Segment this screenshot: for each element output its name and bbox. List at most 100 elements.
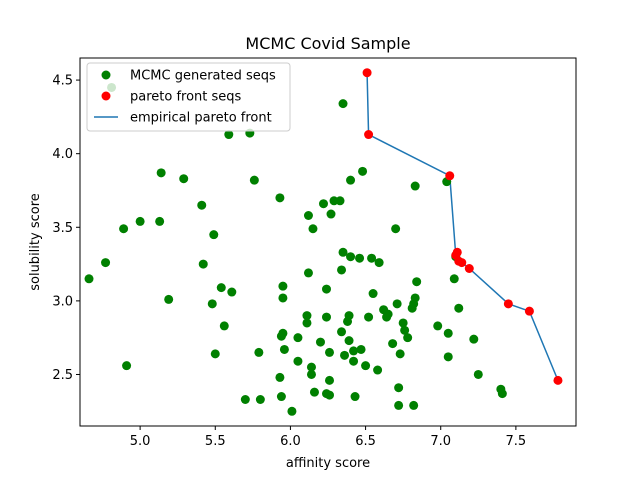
- mcmc-seq-point: [473, 369, 483, 379]
- mcmc-seq-point: [340, 350, 350, 360]
- mcmc-seq-point: [358, 166, 368, 176]
- mcmc-seq-point: [403, 333, 413, 343]
- mcmc-seq-point: [325, 347, 334, 357]
- mcmc-seq-point: [309, 387, 319, 397]
- mcmc-seq-point: [443, 352, 453, 362]
- mcmc-seq-point: [325, 375, 334, 385]
- mcmc-seq-point: [279, 344, 289, 354]
- mcmc-seq-point: [254, 347, 264, 357]
- y-tick-label: 4.5: [52, 74, 73, 89]
- legend-box: [86, 62, 291, 132]
- mcmc-seq-point: [326, 209, 336, 219]
- mcmc-seq-point: [391, 224, 401, 234]
- mcmc-seq-point: [392, 299, 402, 309]
- mcmc-seq-point: [84, 274, 94, 284]
- legend: MCMC generated seqs pareto front seqs empi…: [86, 62, 291, 132]
- mcmc-seq-point: [443, 328, 453, 338]
- x-tick-label: 5.0: [130, 434, 151, 449]
- mcmc-seq-point: [207, 299, 217, 309]
- mcmc-seq-point: [209, 230, 219, 240]
- mcmc-seq-point: [361, 361, 371, 371]
- mcmc-seq-point: [349, 346, 359, 356]
- mcmc-seq-point: [219, 321, 229, 331]
- x-tick-label: 5.5: [205, 434, 226, 449]
- mcmc-seq-point: [315, 337, 325, 347]
- pareto-seq-point: [464, 264, 474, 273]
- pareto-seq-point: [553, 375, 563, 385]
- mcmc-seq-point: [156, 168, 166, 178]
- mcmc-seq-point: [302, 311, 312, 321]
- mcmc-seq-point: [101, 258, 111, 268]
- mcmc-seq-point: [302, 318, 312, 328]
- mcmc-seq-point: [398, 318, 408, 328]
- legend-label: pareto front seqs: [130, 90, 242, 105]
- axes: 5.0 5.5 6.0 6.5 7.0 7.5 2.5 3.0 3.5 4.0 4.5: [52, 57, 577, 449]
- mcmc-seq-point: [344, 311, 354, 321]
- mcmc-seq-point: [469, 334, 479, 344]
- mcmc-seq-point: [227, 287, 237, 297]
- mcmc-seq-point: [433, 321, 443, 331]
- mcmc-seq-point: [293, 333, 303, 343]
- pareto-seq-point: [452, 247, 462, 257]
- mcmc-seq-point: [373, 365, 383, 375]
- mcmc-seq-point: [410, 181, 420, 191]
- mcmc-seq-point: [275, 372, 285, 382]
- x-tick-label: 6.0: [280, 434, 301, 449]
- mcmc-seq-point: [325, 390, 334, 400]
- axes-frame: [79, 57, 577, 427]
- mcmc-seq-point: [224, 130, 234, 140]
- y-axis-label: solubility score: [28, 193, 43, 291]
- mcmc-seq-point: [155, 216, 165, 226]
- x-tick-label: 7.0: [430, 434, 451, 449]
- mcmc-seq-point: [306, 362, 316, 372]
- mcmc-seq-point: [335, 196, 345, 206]
- pareto-seq-point: [362, 68, 372, 78]
- mcmc-seq-point: [337, 327, 347, 337]
- mcmc-seq-point: [356, 344, 366, 354]
- mcmc-seq-point: [388, 339, 398, 349]
- mcmc-seq-point: [410, 293, 420, 303]
- chart-title: MCMC Covid Sample: [245, 34, 410, 53]
- mcmc-seq-point: [412, 277, 422, 287]
- mcmc-seq-point: [344, 336, 354, 346]
- mcmc-seq-point: [179, 174, 189, 184]
- mcmc-seq-point: [287, 406, 297, 416]
- mcmc-seq-point: [383, 309, 393, 319]
- mcmc-seq-point: [394, 383, 404, 393]
- mcmc-seq-point: [308, 224, 318, 234]
- x-axis-label: affinity score: [286, 456, 370, 471]
- y-tick-label: 3.5: [52, 221, 73, 236]
- mcmc-seq-point: [322, 284, 331, 294]
- legend-pareto-swatch: [101, 91, 111, 101]
- mcmc-seq-point: [322, 312, 331, 322]
- mcmc-seq-point: [449, 274, 459, 284]
- mcmc-seq-point: [350, 392, 360, 402]
- plot-area: [84, 68, 563, 416]
- mcmc-seq-point: [198, 259, 208, 269]
- legend-mcmc-swatch: [101, 70, 111, 80]
- mcmc-seq-point: [278, 281, 288, 291]
- pareto-seq-point: [364, 130, 374, 140]
- y-tick-label: 2.5: [52, 368, 73, 383]
- mcmc-seq-point: [395, 349, 405, 359]
- mcmc-seq-point: [303, 211, 313, 220]
- mcmc-seq-point: [338, 247, 348, 257]
- pareto-seq-point: [524, 306, 534, 316]
- mcmc-seq-point: [367, 253, 377, 263]
- mcmc-seq-point: [497, 389, 507, 399]
- mcmc-seq-point: [216, 283, 226, 293]
- mcmc-seq-point: [346, 175, 356, 185]
- mcmc-seq-point: [278, 328, 288, 338]
- mcmc-seq-point: [318, 199, 328, 209]
- mcmc-seq-point: [374, 258, 384, 268]
- mcmc-seq-point: [255, 395, 265, 404]
- mcmc-seq-point: [240, 395, 250, 404]
- legend-label: empirical pareto front: [130, 111, 272, 126]
- mcmc-seq-point: [409, 400, 419, 410]
- mcmc-seq-point: [276, 392, 286, 402]
- mcmc-seq-point: [303, 268, 313, 278]
- mcmc-seq-point: [164, 294, 174, 304]
- mcmc-seq-point: [293, 356, 303, 366]
